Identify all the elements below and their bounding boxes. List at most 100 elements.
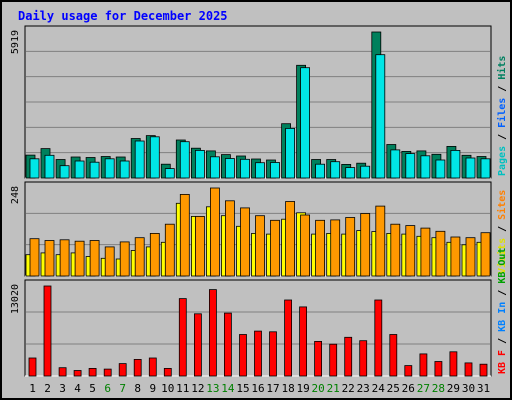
panel-legend-separator: / — [497, 284, 508, 302]
bar-files-day-13 — [209, 156, 220, 179]
bar-kb-f-day-11 — [178, 298, 187, 377]
bar-kb-f-day-23 — [359, 340, 368, 377]
x-tick-label-25: 25 — [387, 382, 400, 395]
panel-legend-entry: Pages — [497, 146, 508, 176]
panel-legend-entry: Visits — [496, 238, 508, 274]
x-tick-label-10: 10 — [161, 382, 174, 395]
bar-sites-day-18 — [285, 201, 296, 277]
bar-kb-f-day-27 — [419, 353, 428, 377]
bar-kb-f-day-12 — [193, 313, 202, 377]
chart-title: Daily usage for December 2025 — [18, 9, 228, 23]
bar-kb-f-day-28 — [434, 361, 443, 377]
bar-files-day-1 — [29, 158, 40, 179]
panel-hits-files-pages: 5919 Pages / Files / Hits — [10, 25, 508, 179]
x-tick-label-15: 15 — [236, 382, 249, 395]
x-tick-label-19: 19 — [296, 382, 309, 395]
panel-legend-entry: Files — [496, 98, 508, 128]
bar-files-day-11 — [179, 141, 190, 179]
x-tick-label-13: 13 — [206, 382, 219, 395]
bar-sites-day-27 — [420, 227, 431, 277]
x-tick-label-18: 18 — [281, 382, 294, 395]
bar-kb-f-day-5 — [88, 367, 97, 377]
bar-sites-day-20 — [315, 219, 326, 277]
bar-files-day-23 — [360, 165, 371, 179]
bar-kb-f-day-25 — [389, 334, 398, 377]
panel-legend-separator: / — [497, 128, 508, 146]
bar-files-day-2 — [44, 154, 55, 179]
bar-files-day-5 — [89, 161, 100, 179]
x-tick-label-9: 9 — [149, 382, 156, 395]
bar-files-day-29 — [450, 149, 461, 179]
bar-kb-f-day-16 — [254, 330, 262, 377]
x-tick-label-12: 12 — [191, 382, 204, 395]
bar-files-day-4 — [74, 160, 85, 179]
bar-kb-f-day-15 — [239, 334, 247, 377]
bar-sites-day-8 — [134, 237, 145, 277]
bar-files-day-6 — [104, 158, 115, 179]
bar-sites-day-14 — [224, 200, 235, 277]
panel-ymax-label: 13020 — [10, 284, 21, 314]
panel-legend: KB F / KB In / KB Out — [497, 248, 508, 374]
x-tick-label-23: 23 — [357, 382, 370, 395]
panel-legend-entry: KB Out — [497, 248, 508, 284]
bar-sites-day-15 — [240, 207, 250, 277]
bar-kb-f-day-10 — [163, 367, 172, 377]
panel-legend-entry: KB F — [497, 350, 508, 374]
x-tick-label-30: 30 — [462, 382, 475, 395]
bar-sites-day-22 — [345, 217, 356, 277]
panel-legend-entry: Hits — [496, 56, 508, 80]
bar-files-day-7 — [119, 160, 130, 179]
bar-files-day-28 — [435, 159, 446, 179]
bar-kb-f-day-13 — [208, 289, 217, 377]
bar-sites-day-12 — [194, 215, 205, 277]
x-axis-labels: 1 2 3 4 5 6 7 8 9 10 11 12 13 14 15 16 17 18 19 20 21 22 23 24 2… — [29, 382, 490, 395]
bar-files-day-19 — [300, 67, 311, 179]
bar-files-day-31 — [480, 158, 491, 179]
bar-sites-day-10 — [164, 223, 175, 277]
bar-files-day-26 — [405, 153, 416, 179]
bar-sites-day-16 — [255, 215, 265, 277]
bar-files-day-27 — [420, 155, 431, 179]
bar-sites-day-31 — [480, 232, 491, 277]
bar-files-day-25 — [390, 149, 401, 179]
x-tick-label-4: 4 — [74, 382, 81, 395]
x-tick-label-22: 22 — [342, 382, 355, 395]
bar-sites-day-24 — [375, 205, 386, 277]
bar-sites-day-30 — [465, 237, 476, 277]
panel-legend-separator: / — [497, 332, 508, 350]
bar-kb-f-day-22 — [344, 336, 353, 377]
bar-files-day-3 — [59, 165, 70, 179]
panel-legend-separator: / — [497, 80, 508, 98]
x-tick-label-24: 24 — [372, 382, 386, 395]
panel-legend: Pages / Files / Hits — [496, 56, 508, 176]
bar-files-day-9 — [149, 136, 160, 179]
bar-files-day-20 — [315, 163, 326, 179]
panel-legend-separator: / — [497, 220, 508, 238]
bar-sites-day-17 — [270, 219, 280, 277]
bar-sites-day-11 — [179, 193, 190, 277]
bar-kb-f-day-31 — [479, 363, 488, 377]
x-tick-label-11: 11 — [176, 382, 189, 395]
x-tick-label-20: 20 — [311, 382, 324, 395]
bar-kb-f-day-1 — [28, 357, 37, 377]
x-tick-label-16: 16 — [251, 382, 264, 395]
bar-files-day-12 — [194, 149, 205, 179]
bar-files-day-18 — [285, 127, 296, 179]
bar-sites-day-5 — [89, 240, 100, 277]
panel-legend-entry: KB In — [497, 302, 508, 332]
bar-sites-day-23 — [360, 213, 371, 277]
bar-files-day-16 — [255, 162, 265, 179]
bar-sites-day-9 — [149, 232, 160, 277]
x-tick-label-28: 28 — [432, 382, 445, 395]
bar-kb-f-day-2 — [43, 285, 52, 377]
x-tick-label-7: 7 — [119, 382, 126, 395]
bar-kb-f-day-30 — [464, 362, 473, 377]
x-tick-label-5: 5 — [89, 382, 96, 395]
bar-kb-f-day-4 — [73, 370, 82, 377]
bar-files-day-10 — [164, 168, 175, 179]
panel-legend: Visits / Sites — [496, 190, 508, 274]
bar-sites-day-7 — [119, 241, 130, 277]
x-tick-label-14: 14 — [221, 382, 235, 395]
panel-ymax-label: 5919 — [10, 30, 21, 54]
x-tick-label-21: 21 — [327, 382, 340, 395]
